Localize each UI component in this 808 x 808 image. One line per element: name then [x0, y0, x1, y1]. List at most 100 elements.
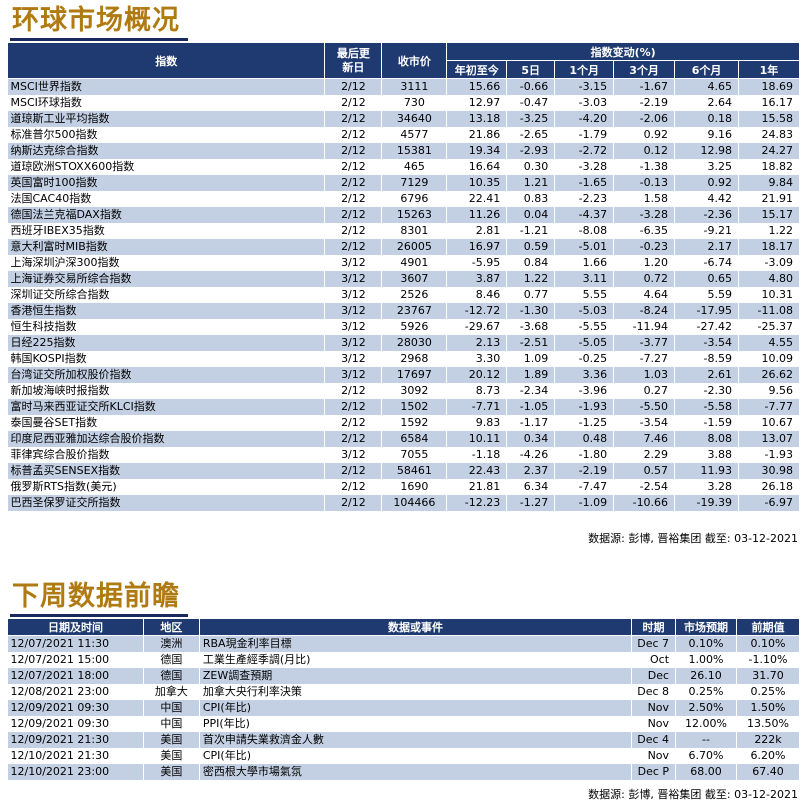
change-6m: 2.61: [674, 367, 739, 383]
last-update-date: 3/12: [324, 367, 383, 383]
event-region: 美国: [143, 748, 200, 764]
change-5d: -1.21: [506, 223, 556, 239]
close-price: 1592: [381, 415, 448, 431]
event-datetime: 12/09/2021 21:30: [7, 732, 144, 748]
change-1y: -25.37: [738, 319, 801, 335]
table-row: MSCI环球指数 2/12 730 12.97 -0.47 -3.03 -2.19 2.64 1…: [7, 95, 801, 111]
table-row: 上海证券交易所综合指数 3/12 3607 3.87 1.22 3.11 0.72 0.65 4…: [7, 271, 801, 287]
index-name: 道琼欧洲STOXX600指数: [7, 159, 326, 175]
change-3m: 4.64: [613, 287, 676, 303]
last-update-date: 2/12: [324, 399, 383, 415]
change-1y: 4.55: [738, 335, 801, 351]
change-1y: -11.08: [738, 303, 801, 319]
change-1y: 26.62: [738, 367, 801, 383]
change-1y: 26.18: [738, 479, 801, 495]
change-ytd: 21.81: [446, 479, 508, 495]
event-period: Oct: [631, 652, 677, 668]
next-week-title-rule: [10, 614, 188, 617]
change-3m: 2.29: [613, 447, 676, 463]
last-update-date: 2/12: [324, 223, 383, 239]
change-6m: 3.88: [674, 447, 739, 463]
change-1y: 9.84: [738, 175, 801, 191]
header-expected: 市场预期: [675, 618, 737, 636]
change-1m: -4.20: [554, 111, 615, 127]
close-price: 730: [381, 95, 448, 111]
change-5d: -2.93: [506, 143, 556, 159]
change-1y: -3.09: [738, 255, 801, 271]
change-3m: -5.50: [613, 399, 676, 415]
event-region: 澳洲: [143, 635, 200, 652]
change-6m: 9.16: [674, 127, 739, 143]
last-update-date: 2/12: [324, 95, 383, 111]
table-row: 道琼欧洲STOXX600指数 2/12 465 16.64 0.30 -3.28 -1.38…: [7, 159, 801, 175]
change-ytd: 10.35: [446, 175, 508, 191]
change-1y: -1.93: [738, 447, 801, 463]
header-6m: 6个月: [674, 60, 739, 79]
last-update-date: 2/12: [324, 127, 383, 143]
change-5d: -2.34: [506, 383, 556, 399]
index-name: 道琼斯工业平均指数: [7, 111, 326, 127]
change-6m: 3.28: [674, 479, 739, 495]
table-row: 新加坡海峡时报指数 2/12 3092 8.73 -2.34 -3.96 0.27 -2.30…: [7, 383, 801, 399]
change-1y: 10.67: [738, 415, 801, 431]
index-name: 巴西圣保罗证交所指数: [7, 495, 326, 511]
change-3m: 0.12: [613, 143, 676, 159]
change-1y: 18.17: [738, 239, 801, 255]
last-update-date: 3/12: [324, 271, 383, 287]
change-3m: -0.13: [613, 175, 676, 191]
close-price: 15381: [381, 143, 448, 159]
change-3m: -11.94: [613, 319, 676, 335]
last-update-date: 3/12: [324, 319, 383, 335]
change-6m: 4.42: [674, 191, 739, 207]
market-overview-title: 环球市场概况: [12, 5, 180, 36]
event-region: 中国: [143, 716, 200, 732]
change-6m: -2.36: [674, 207, 739, 223]
change-6m: -3.54: [674, 335, 739, 351]
close-price: 1502: [381, 399, 448, 415]
change-5d: -3.68: [506, 319, 556, 335]
change-1y: 24.83: [738, 127, 801, 143]
change-3m: 7.46: [613, 431, 676, 447]
close-price: 26005: [381, 239, 448, 255]
table-row: 上海深圳沪深300指数 3/12 4901 -5.95 0.84 1.66 1.20 -6.7…: [7, 255, 801, 271]
table-row: 德国法兰克福DAX指数 2/12 15263 11.26 0.04 -4.37 -3.28-…: [7, 207, 801, 223]
index-name: 新加坡海峡时报指数: [7, 383, 326, 399]
change-ytd: 12.97: [446, 95, 508, 111]
index-name: 印度尼西亚雅加达综合股价指数: [7, 431, 326, 447]
event-expected: 0.25%: [675, 684, 737, 700]
change-6m: -2.30: [674, 383, 739, 399]
table-row: 12/09/2021 21:30 美国 首次申請失業救濟金人數 Dec 4 -- 222k: [7, 732, 800, 748]
event-previous: 13.50%: [736, 716, 800, 732]
change-1y: 1.22: [738, 223, 801, 239]
table-row: 泰国曼谷SET指数 2/12 1592 9.83 -1.17 -1.25 -3.54 -1.5…: [7, 415, 801, 431]
change-6m: -5.58: [674, 399, 739, 415]
last-update-date: 2/12: [324, 191, 383, 207]
change-6m: -9.21: [674, 223, 739, 239]
event-period: Dec 7: [631, 635, 677, 652]
close-price: 5926: [381, 319, 448, 335]
change-5d: 1.21: [506, 175, 556, 191]
change-1y: 4.80: [738, 271, 801, 287]
change-5d: -2.51: [506, 335, 556, 351]
event-previous: 0.10%: [736, 635, 800, 652]
event-datetime: 12/07/2021 15:00: [7, 652, 144, 668]
change-3m: -8.24: [613, 303, 676, 319]
index-name: 标准普尔500指数: [7, 127, 326, 143]
index-name: 菲律宾综合股价指数: [7, 447, 326, 463]
last-update-date: 2/12: [324, 143, 383, 159]
header-period: 时期: [631, 618, 677, 636]
last-update-date: 2/12: [324, 78, 383, 95]
header-change-group: 指数变动(%): [446, 42, 800, 61]
close-price: 58461: [381, 463, 448, 479]
next-week-table: 日期及时间 地区 数据或事件 时期 市场预期 前期值 12/07/2021 11…: [7, 618, 800, 780]
change-5d: 1.09: [506, 351, 556, 367]
change-1m: 0.48: [554, 431, 615, 447]
change-ytd: 8.73: [446, 383, 508, 399]
index-name: 法国CAC40指数: [7, 191, 326, 207]
change-5d: 0.77: [506, 287, 556, 303]
change-5d: 0.30: [506, 159, 556, 175]
header-datetime: 日期及时间: [7, 618, 144, 636]
event-expected: --: [675, 732, 737, 748]
change-1m: -1.93: [554, 399, 615, 415]
header-previous: 前期值: [736, 618, 800, 636]
